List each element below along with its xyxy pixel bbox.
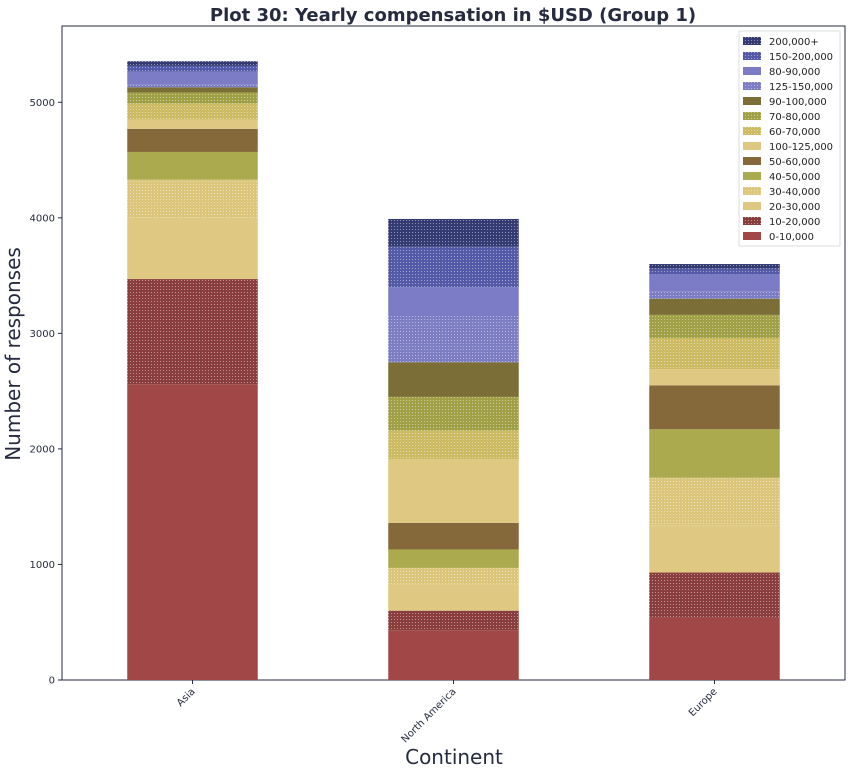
legend-swatch — [743, 127, 761, 135]
bar-segment-europe-40-50-000 — [649, 429, 780, 478]
bar-segment-north-america-20-30-000 — [388, 584, 519, 611]
legend-label: 20-30,000 — [769, 202, 820, 213]
legend-label: 60-70,000 — [769, 127, 820, 138]
legend-label: 70-80,000 — [769, 112, 820, 123]
legend-swatch — [743, 52, 761, 60]
y-tick-label: 1000 — [30, 560, 55, 571]
bar-segment-north-america-125-150-000 — [388, 316, 519, 363]
bar-segment-north-america-200-000- — [388, 218, 519, 247]
legend-swatch — [743, 112, 761, 120]
bar-segment-north-america-10-20-000 — [388, 610, 519, 631]
bar-segment-europe-100-125-000 — [649, 369, 780, 386]
bar-segment-europe-150-200-000 — [649, 268, 780, 275]
bar-segment-asia-125-150-000 — [127, 84, 258, 88]
legend-swatch — [743, 202, 761, 210]
y-tick-label: 2000 — [30, 444, 55, 455]
legend-swatch — [743, 37, 761, 45]
legend-swatch — [743, 157, 761, 165]
legend-label: 90-100,000 — [769, 97, 827, 108]
legend-label: 30-40,000 — [769, 187, 820, 198]
legend-swatch — [743, 142, 761, 150]
bar-segment-europe-60-70-000 — [649, 337, 780, 370]
legend-label: 40-50,000 — [769, 172, 820, 183]
chart-title: Plot 30: Yearly compensation in $USD (Gr… — [210, 5, 696, 26]
legend-label: 50-60,000 — [769, 157, 820, 168]
legend-swatch — [743, 67, 761, 75]
bar-segment-asia-200-000- — [127, 61, 258, 66]
bar-segment-asia-90-100-000 — [127, 87, 258, 93]
legend-swatch — [743, 82, 761, 90]
legend: 200,000+ 150-200,000 80-90,000 125-150,000 9… — [738, 30, 841, 247]
y-tick-label: 3000 — [30, 329, 55, 340]
bar-segment-asia-80-90-000 — [127, 71, 258, 85]
bar-segment-north-america-50-60-000 — [388, 522, 519, 550]
x-tick-label: Europe — [687, 686, 720, 719]
x-tick-label: Asia — [175, 686, 198, 709]
legend-swatch — [743, 172, 761, 180]
y-axis-label: Number of responses — [1, 247, 25, 461]
bar-segment-north-america-60-70-000 — [388, 430, 519, 460]
bar-segment-asia-10-20-000 — [127, 279, 258, 385]
legend-swatch — [743, 187, 761, 195]
legend-label: 100-125,000 — [769, 142, 833, 153]
bar-segment-north-america-100-125-000 — [388, 459, 519, 523]
legend-frame — [738, 30, 841, 247]
bar-segment-asia-40-50-000 — [127, 151, 258, 180]
y-tick-label: 5000 — [30, 98, 55, 109]
bar-segment-europe-10-20-000 — [649, 572, 780, 618]
bar-segment-europe-90-100-000 — [649, 298, 780, 315]
bar-segment-asia-30-40-000 — [127, 179, 258, 218]
legend-swatch — [743, 97, 761, 105]
bar-segment-north-america-30-40-000 — [388, 567, 519, 585]
bar-segment-europe-80-90-000 — [649, 274, 780, 292]
bar-segment-asia-20-30-000 — [127, 217, 258, 280]
legend-swatch — [743, 232, 761, 240]
bar-segment-asia-50-60-000 — [127, 128, 258, 152]
bar-segment-europe-125-150-000 — [649, 291, 780, 299]
legend-label: 0-10,000 — [769, 232, 814, 243]
bar-segment-north-america-70-80-000 — [388, 396, 519, 431]
plot-area: 0 1000 2000 3000 4000 5000 Asia North America Eu… — [30, 25, 846, 745]
x-axis-label: Continent — [405, 745, 503, 769]
bar-segment-north-america-40-50-000 — [388, 549, 519, 568]
bar-segment-north-america-150-200-000 — [388, 246, 519, 288]
legend-swatch — [743, 217, 761, 225]
bar-segment-north-america-0-10-000 — [388, 630, 519, 680]
bar-segment-europe-30-40-000 — [649, 477, 780, 526]
bar-segment-europe-20-30-000 — [649, 525, 780, 573]
x-tick-label: North America — [400, 686, 459, 745]
y-tick-label: 4000 — [30, 213, 55, 224]
bar-segment-asia-60-70-000 — [127, 103, 258, 120]
legend-label: 200,000+ — [769, 37, 819, 48]
bar-segment-europe-50-60-000 — [649, 385, 780, 430]
bar-segment-europe-70-80-000 — [649, 314, 780, 338]
bar-segment-europe-0-10-000 — [649, 617, 780, 680]
legend-label: 150-200,000 — [769, 52, 833, 63]
y-tick-label: 0 — [49, 676, 55, 687]
legend-label: 80-90,000 — [769, 67, 820, 78]
legend-label: 125-150,000 — [769, 82, 833, 93]
bar-segment-europe-200-000- — [649, 264, 780, 269]
bar-segment-asia-0-10-000 — [127, 384, 258, 680]
bar-segment-asia-100-125-000 — [127, 119, 258, 129]
bar-segment-north-america-90-100-000 — [388, 362, 519, 397]
bar-segment-asia-150-200-000 — [127, 65, 258, 72]
bar-segment-asia-70-80-000 — [127, 92, 258, 104]
legend-label: 10-20,000 — [769, 217, 820, 228]
bar-segment-north-america-80-90-000 — [388, 287, 519, 317]
